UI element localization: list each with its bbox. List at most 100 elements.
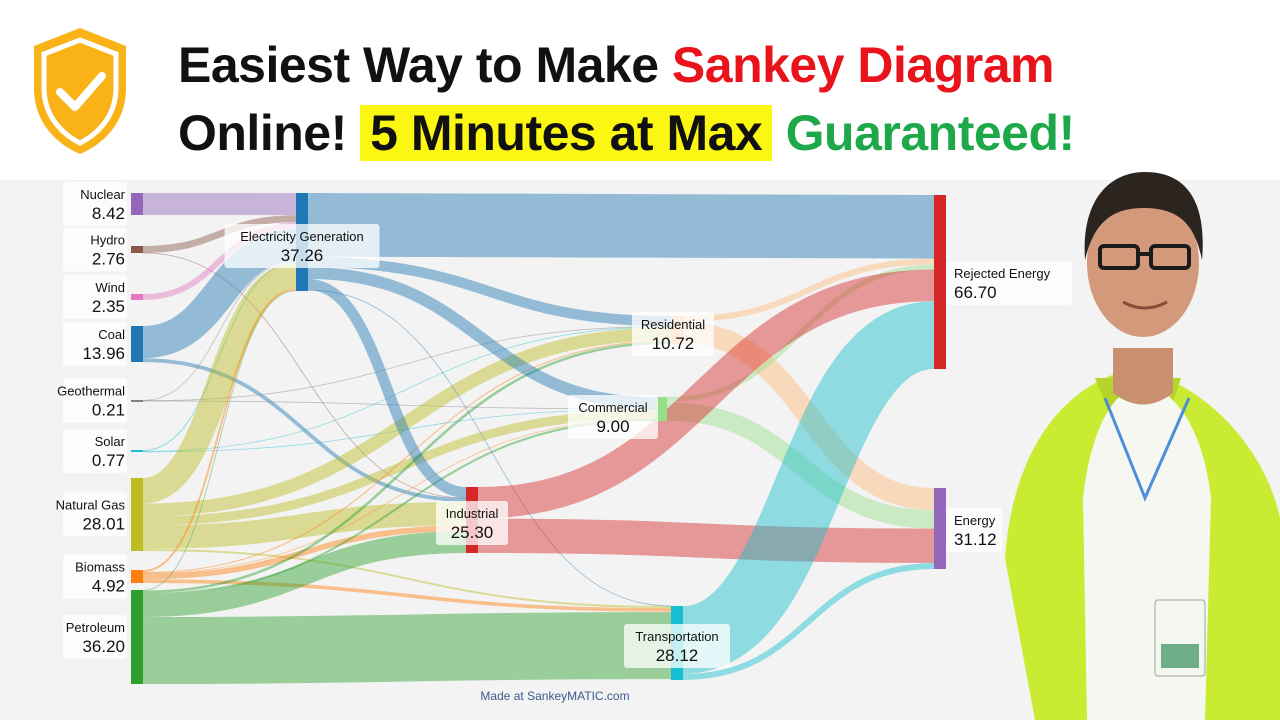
flow-biomass-to-transportation: [142, 579, 672, 612]
flow-coal-to-industrial: [142, 358, 467, 502]
node-label-name: Biomass: [75, 560, 125, 575]
node-label-value: 13.96: [82, 344, 125, 363]
node-label-name: Transportation: [635, 629, 718, 644]
label-coal: Coal 13.96: [63, 322, 127, 366]
flow-petroleum-to-elec: [142, 290, 297, 591]
flow-solar-to-elec: [142, 261, 297, 451]
node-label-value: 28.01: [82, 515, 125, 534]
node-label-value: 36.20: [82, 637, 125, 656]
flow-biomass-to-commercial: [142, 418, 656, 574]
label-background: [63, 378, 127, 423]
label-background: [946, 261, 1072, 305]
label-services: Energy 31.12: [946, 508, 1002, 552]
flow-geothermal-to-elec: [142, 261, 297, 401]
label-background: [436, 501, 508, 545]
flow-solar-to-residential: [142, 326, 672, 452]
label-background: [63, 429, 127, 473]
presenter-photo: [1005, 172, 1280, 720]
label-natgas: Natural Gas 28.01: [56, 492, 127, 537]
flow-natgas-to-commercial: [142, 409, 656, 526]
node-label-value: 66.70: [954, 283, 997, 302]
flow-natgas-to-residential: [142, 327, 672, 517]
sankey-labels: Nuclear 8.42 Hydro 2.76 Wind 2.35 Coal 13.96 Geo…: [56, 182, 1072, 668]
label-industrial: Industrial 25.30: [436, 501, 508, 545]
node-label-value: 8.42: [92, 204, 125, 223]
label-rejected: Rejected Energy 66.70: [946, 261, 1072, 305]
node-label-name: Residential: [641, 317, 705, 332]
sankey-diagram: Nuclear 8.42 Hydro 2.76 Wind 2.35 Coal 13.96 Geo…: [56, 182, 1072, 685]
node-hydro[interactable]: [131, 246, 143, 253]
node-biomass[interactable]: [131, 570, 143, 583]
node-petroleum[interactable]: [131, 590, 143, 684]
flow-petroleum-to-industrial: [142, 531, 467, 618]
node-label-value: 2.76: [92, 250, 125, 269]
node-label-name: Energy: [954, 513, 996, 528]
flow-hydro-to-elec: [142, 215, 297, 253]
flow-biomass-to-elec: [142, 288, 297, 573]
node-natgas[interactable]: [131, 478, 143, 551]
title-red: Sankey Diagram: [671, 37, 1055, 93]
title-line-1: Easiest Way to Make Sankey Diagram: [178, 36, 1055, 94]
node-label-value: 2.35: [92, 297, 125, 316]
label-background: [632, 312, 714, 356]
label-nuclear: Nuclear 8.42: [63, 182, 127, 226]
title-highlight: 5 Minutes at Max: [360, 105, 773, 161]
flow-elec-to-industrial: [307, 279, 467, 498]
credit-link[interactable]: Made at SankeyMATIC.com: [480, 689, 630, 703]
flow-industrial-to-rejected: [477, 269, 935, 519]
node-label-value: 37.26: [281, 246, 324, 265]
label-elec: Electricity Generation 37.26: [224, 224, 380, 268]
node-label-name: Solar: [95, 434, 126, 449]
node-coal[interactable]: [131, 326, 143, 362]
flow-geothermal-to-residential: [142, 326, 672, 402]
label-geothermal: Geothermal 0.21: [57, 378, 127, 423]
node-label-value: 25.30: [451, 523, 494, 542]
label-background: [946, 508, 1002, 552]
flow-petroleum-to-commercial: [142, 418, 656, 596]
node-label-name: Geothermal: [57, 384, 125, 399]
node-nuclear[interactable]: [131, 193, 143, 215]
node-geothermal[interactable]: [131, 400, 143, 402]
title-banner: Easiest Way to Make Sankey Diagram Onlin…: [0, 0, 1280, 180]
flow-biomass-to-residential: [142, 340, 672, 574]
label-petroleum: Petroleum 36.20: [63, 615, 127, 659]
flow-transportation-to-services: [682, 562, 935, 680]
node-solar[interactable]: [131, 450, 143, 452]
label-background: [63, 275, 127, 319]
label-commercial: Commercial 9.00: [568, 395, 658, 439]
flow-natgas-to-elec: [141, 262, 298, 504]
label-background: [224, 224, 380, 268]
label-background: [63, 322, 127, 366]
node-label-value: 31.12: [954, 530, 997, 549]
node-rejected[interactable]: [934, 195, 946, 369]
label-transportation: Transportation 28.12: [624, 624, 730, 668]
flow-elec-to-transportation: [307, 289, 672, 607]
flow-commercial-to-rejected: [666, 264, 935, 402]
sankey-links: [141, 193, 938, 685]
flow-residential-to-rejected: [682, 258, 935, 322]
node-label-name: Electricity Generation: [240, 229, 364, 244]
node-label-value: 0.77: [92, 451, 125, 470]
flow-commercial-to-services: [666, 402, 935, 529]
label-background: [63, 554, 127, 599]
title-black-2: Online!: [178, 105, 347, 161]
label-background: [63, 615, 127, 659]
flow-solar-to-commercial: [142, 408, 656, 453]
title-black-1: Easiest Way to Make: [178, 37, 659, 93]
flow-biomass-to-industrial: [142, 525, 467, 580]
node-label-value: 28.12: [656, 646, 699, 665]
node-wind[interactable]: [131, 294, 143, 300]
node-label-name: Rejected Energy: [954, 266, 1051, 281]
flow-natgas-to-transportation: [142, 549, 672, 609]
flow-natgas-to-industrial: [142, 501, 467, 550]
node-label-name: Industrial: [446, 506, 499, 521]
node-label-value: 0.21: [92, 401, 125, 420]
label-background: [63, 182, 127, 226]
node-label-name: Natural Gas: [56, 498, 126, 513]
shield-check-icon: [34, 28, 126, 154]
node-services[interactable]: [934, 488, 946, 569]
label-background: [63, 227, 127, 272]
flow-residential-to-services: [682, 321, 935, 511]
flow-industrial-to-services: [477, 518, 935, 563]
node-label-name: Commercial: [578, 400, 647, 415]
